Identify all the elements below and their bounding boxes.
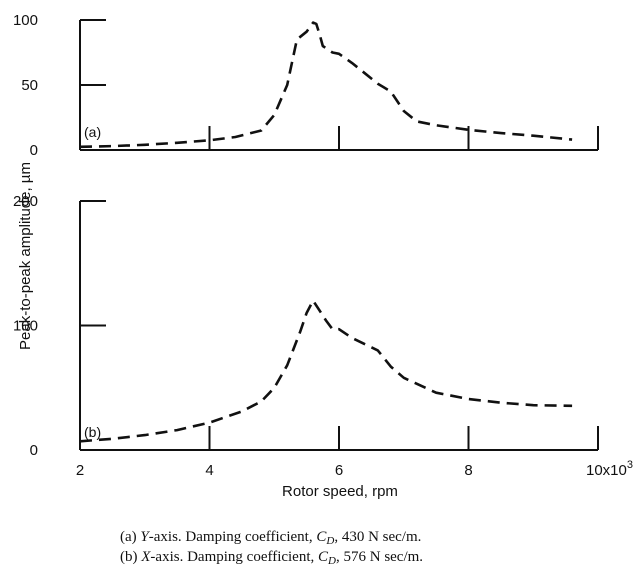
- panel-label-b: (b): [84, 424, 101, 440]
- y-tick-label-a: 0: [30, 142, 38, 159]
- rotor-amplitude-chart: 0 50 100 (a) 0 100 200 (b) 2 4 6 8 10x103 Rotor sp…: [13, 12, 633, 500]
- y-axis-title: Peak-to-peak amplitude, µm: [17, 162, 34, 350]
- panel-label-a: (a): [84, 124, 101, 140]
- caption-a-value: , 430 N sec/m.: [334, 529, 422, 545]
- caption-a-axis: Y: [140, 529, 149, 545]
- caption-a-body: -axis. Damping coefficient,: [148, 529, 317, 545]
- caption-b-sub: D: [328, 555, 336, 567]
- series-line-a: [79, 21, 573, 149]
- x-tick-labels: 2 4 6 8 10x103: [76, 459, 633, 479]
- caption-a-sub: D: [326, 535, 335, 547]
- x-tick-label: 4: [205, 462, 213, 479]
- caption-a: (a) Y-axis. Damping coefficient, CD, 430…: [120, 529, 421, 547]
- caption-b-value: , 576 N sec/m.: [335, 549, 424, 565]
- y-tick-label-a: 50: [21, 77, 38, 94]
- panel-b: 0 100 200 (b): [13, 193, 599, 459]
- y-tick-label-b: 100: [13, 318, 38, 335]
- panel-a: 0 50 100 (a): [13, 12, 599, 159]
- x-axis-title: Rotor speed, rpm: [282, 483, 398, 500]
- caption-b: (b) X-axis. Damping coefficient, CD, 576…: [120, 549, 423, 567]
- caption-b-var: C: [318, 549, 329, 565]
- caption-b-axis: X: [141, 549, 151, 565]
- y-tick-label-b: 0: [30, 442, 38, 459]
- series-line-b: [79, 299, 573, 443]
- caption-b-prefix: (b): [120, 549, 142, 565]
- x-tick-label: 2: [76, 462, 84, 479]
- caption-b-body: -axis. Damping coefficient,: [150, 549, 319, 565]
- caption-a-prefix: (a): [120, 529, 141, 545]
- y-tick-label-b: 200: [13, 193, 38, 210]
- x-tick-exponent: 3: [627, 459, 633, 471]
- y-tick-label-a: 100: [13, 12, 38, 29]
- x-tick-label: 10x103: [586, 459, 633, 479]
- x-tick-label: 8: [464, 462, 472, 479]
- x-tick-label: 6: [335, 462, 343, 479]
- caption-a-var: C: [316, 529, 327, 545]
